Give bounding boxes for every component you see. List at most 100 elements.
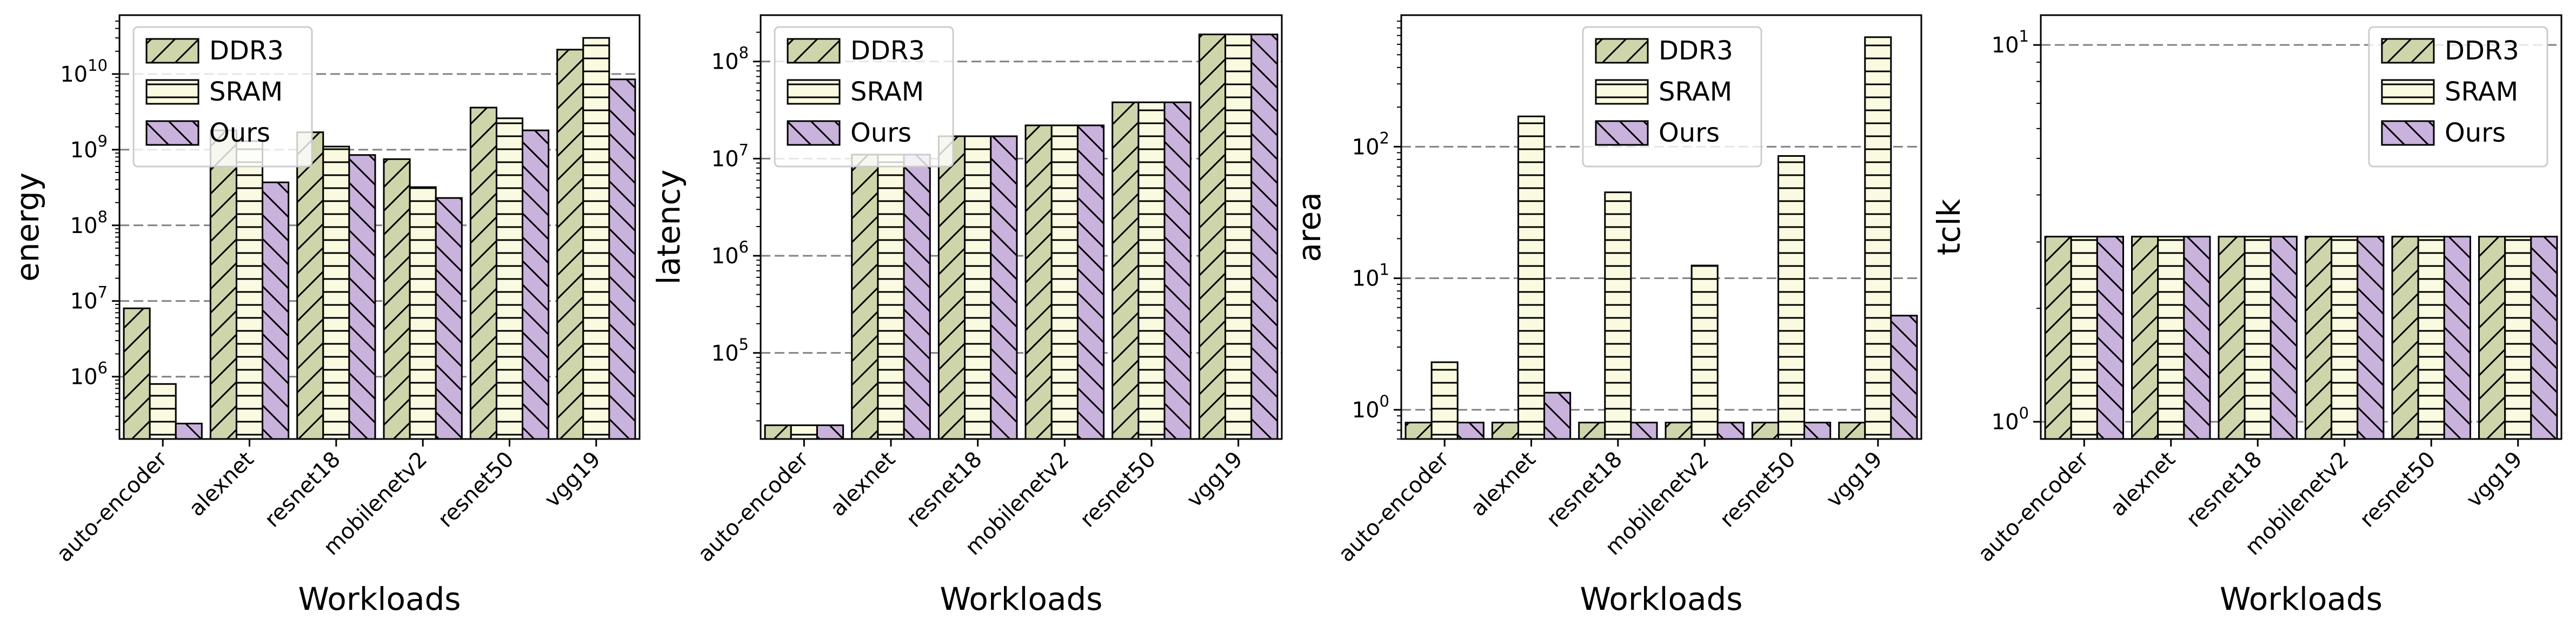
bar-ddr3-resnet50 xyxy=(1751,422,1779,440)
bar-ours-resnet50 xyxy=(1163,101,1192,440)
legend-label: SRAM xyxy=(850,77,924,107)
bar-sram-auto-encoder xyxy=(1430,361,1459,440)
bar-ours-resnet18 xyxy=(2269,236,2298,440)
x-tick-label: vgg19 xyxy=(2462,447,2527,513)
x-tick-label: resnet18 xyxy=(260,447,345,533)
x-tick-label: alexnet xyxy=(1466,447,1541,522)
bar-sram-vgg19 xyxy=(1864,36,1892,440)
bar-ours-mobilenetv2 xyxy=(435,197,463,440)
legend-item-ours: Ours xyxy=(2381,118,2506,148)
x-tick-label: alexnet xyxy=(826,447,900,522)
x-tick-label: resnet50 xyxy=(433,447,518,533)
x-tick-label: auto-encoder xyxy=(693,447,813,567)
bar-ours-vgg19 xyxy=(2530,236,2558,440)
x-axis-label: Workloads xyxy=(298,581,461,617)
legend-swatch xyxy=(145,38,199,64)
bar-sram-vgg19 xyxy=(2504,236,2532,440)
legend-label: SRAM xyxy=(1659,77,1732,107)
bar-sram-mobilenetv2 xyxy=(2331,236,2359,440)
bar-sram-resnet50 xyxy=(1137,101,1166,440)
y-axis-label: area xyxy=(1291,192,1328,262)
bar-sram-alexnet xyxy=(235,140,264,440)
x-tick-label: resnet50 xyxy=(1715,447,1800,533)
legend-swatch xyxy=(1595,38,1649,64)
bar-ours-vgg19 xyxy=(1250,34,1279,440)
y-axis-label: energy xyxy=(9,172,46,282)
legend-item-sram: SRAM xyxy=(145,77,283,107)
legend-label: DDR3 xyxy=(209,36,284,66)
axes-frame xyxy=(1400,14,1922,440)
legend-item-ddr3: DDR3 xyxy=(145,36,284,66)
bar-ours-resnet18 xyxy=(348,154,376,440)
bar-ddr3-alexnet xyxy=(209,129,237,440)
bar-sram-mobilenetv2 xyxy=(1690,264,1719,440)
y-tick-label: 105 xyxy=(711,335,749,366)
x-axis-label: Workloads xyxy=(940,581,1102,617)
legend-swatch xyxy=(145,79,199,105)
bar-sram-resnet50 xyxy=(495,117,524,440)
bar-ours-auto-encoder xyxy=(1456,422,1485,440)
bar-ddr3-resnet18 xyxy=(1578,422,1606,440)
bar-ours-auto-encoder xyxy=(816,424,844,440)
x-tick-label: resnet18 xyxy=(1542,447,1627,533)
bar-ours-alexnet xyxy=(903,154,931,440)
bar-ddr3-vgg19 xyxy=(1198,34,1227,440)
bar-ddr3-mobilenetv2 xyxy=(2305,236,2333,440)
bar-ours-vgg19 xyxy=(608,78,636,440)
x-tick-label: resnet18 xyxy=(2181,447,2267,533)
bar-sram-resnet50 xyxy=(2417,236,2445,440)
bar-ddr3-vgg19 xyxy=(2478,236,2506,440)
legend-swatch xyxy=(2381,38,2435,64)
legend: DDR3 SRAM Ours xyxy=(132,26,313,168)
bar-ddr3-mobilenetv2 xyxy=(1665,422,1693,440)
x-tick-label: auto-encoder xyxy=(1334,447,1454,567)
x-axis-label: Workloads xyxy=(1580,581,1742,617)
bar-ddr3-resnet18 xyxy=(296,131,324,440)
bar-ours-alexnet xyxy=(1543,391,1572,440)
x-tick-label: alexnet xyxy=(184,447,259,522)
bar-ddr3-auto-encoder xyxy=(764,424,792,440)
axes-frame xyxy=(118,14,641,440)
y-tick-label: 101 xyxy=(1992,27,2029,58)
legend: DDR3 SRAM Ours xyxy=(1582,26,1762,168)
bar-sram-auto-encoder xyxy=(790,424,818,440)
y-tick-label: 106 xyxy=(70,359,108,390)
y-tick-label: 100 xyxy=(1352,392,1389,423)
bar-ddr3-vgg19 xyxy=(1838,422,1866,440)
bar-ours-resnet50 xyxy=(1803,422,1832,440)
x-tick-label: vgg19 xyxy=(540,447,605,513)
bar-ddr3-alexnet xyxy=(2131,236,2159,440)
y-tick-label: 109 xyxy=(70,132,108,163)
legend-swatch xyxy=(2381,120,2435,146)
bar-sram-alexnet xyxy=(2157,236,2185,440)
bar-ddr3-auto-encoder xyxy=(123,307,151,440)
bar-sram-resnet18 xyxy=(322,145,350,440)
y-axis-label: tclk xyxy=(1931,198,1967,255)
x-tick-label: resnet50 xyxy=(1075,447,1161,533)
legend-swatch xyxy=(1595,120,1649,146)
bar-ours-mobilenetv2 xyxy=(1076,124,1105,440)
y-tick-label: 107 xyxy=(711,141,749,171)
legend-label: Ours xyxy=(2445,118,2506,148)
bar-sram-alexnet xyxy=(1517,115,1546,440)
bar-sram-alexnet xyxy=(877,154,905,440)
legend-item-ours: Ours xyxy=(787,118,911,148)
y-tick-label: 1010 xyxy=(60,56,108,87)
bar-ddr3-mobilenetv2 xyxy=(383,158,411,440)
bar-ddr3-resnet50 xyxy=(1111,101,1140,440)
legend-swatch xyxy=(145,120,199,146)
bar-sram-vgg19 xyxy=(1224,34,1253,440)
x-tick-label: vgg19 xyxy=(1822,447,1887,513)
bar-sram-resnet18 xyxy=(2244,236,2272,440)
bar-ours-alexnet xyxy=(2183,236,2211,440)
legend-item-ddr3: DDR3 xyxy=(1595,36,1733,66)
bar-ours-mobilenetv2 xyxy=(1716,422,1745,440)
legend: DDR3 SRAM Ours xyxy=(774,26,954,168)
bar-ddr3-resnet50 xyxy=(2391,236,2419,440)
x-tick-label: resnet18 xyxy=(902,447,987,533)
